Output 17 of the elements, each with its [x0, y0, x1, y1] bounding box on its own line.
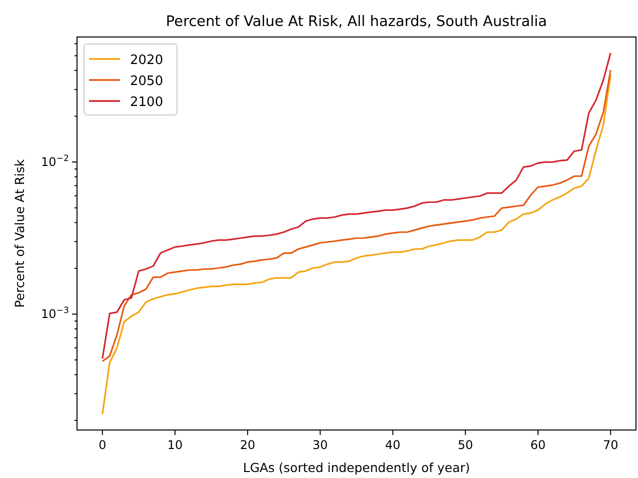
y-tick-label: 10$^{−3}$: [41, 306, 69, 322]
x-tick-label: 50: [458, 438, 474, 452]
y-tick-label: 10$^{−2}$: [41, 154, 69, 170]
x-tick-label: 10: [167, 438, 183, 452]
x-axis-title: LGAs (sorted independently of year): [242, 460, 470, 475]
x-tick-label: 0: [98, 438, 106, 452]
x-tick-label: 40: [385, 438, 400, 452]
line-series: [102, 74, 612, 415]
y-axis-title: Percent of Value At Risk: [12, 158, 27, 308]
x-tick-label: 70: [602, 438, 618, 452]
x-tick-label: 60: [530, 438, 546, 452]
legend-label: 2100: [130, 95, 164, 110]
x-tick-label: 30: [312, 438, 328, 452]
legend-label: 2050: [130, 74, 164, 89]
x-tick-label: 20: [240, 438, 256, 452]
legend-label: 2020: [130, 53, 164, 68]
chart-title: Percent of Value At Risk, All hazards, South Australia: [166, 14, 548, 30]
